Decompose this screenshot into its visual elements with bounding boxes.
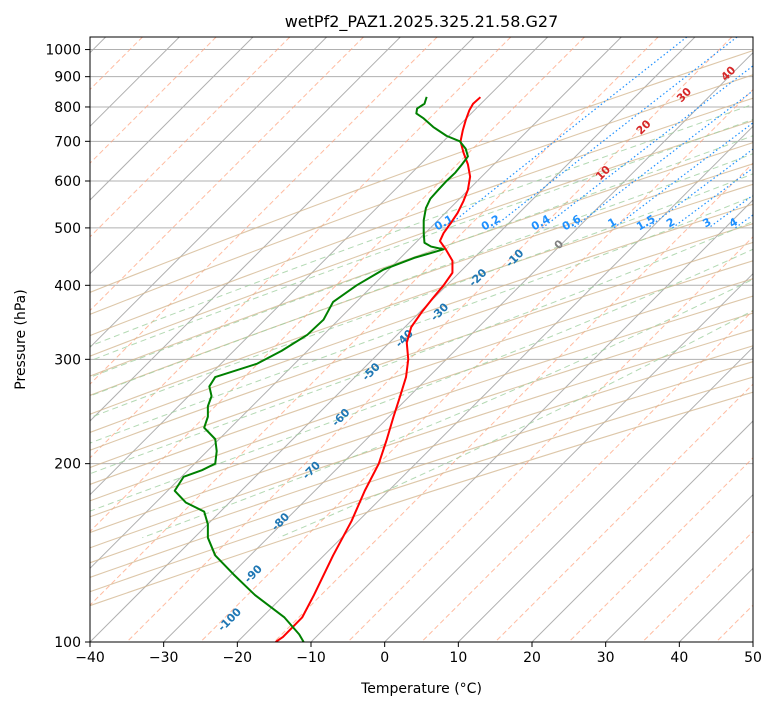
y-tick-label: 200 (54, 457, 81, 473)
x-tick-label: 0 (380, 650, 389, 666)
y-tick-label: 900 (54, 70, 81, 86)
isotherm-gridline (753, 37, 775, 642)
x-tick-label: −40 (75, 650, 105, 666)
isotherm-dashed (0, 37, 69, 642)
y-tick-label: 500 (54, 221, 81, 237)
x-tick-label: −20 (223, 650, 253, 666)
x-tick-label: 10 (449, 650, 467, 666)
y-tick-label: 300 (54, 352, 81, 368)
y-tick-label: 700 (54, 134, 81, 150)
x-tick-label: 30 (597, 650, 615, 666)
x-axis-label: Temperature (°C) (360, 681, 482, 697)
mixing-ratio-label: 6 (766, 215, 775, 230)
y-axis-label: Pressure (hPa) (13, 289, 29, 389)
y-tick-label: 600 (54, 174, 81, 190)
y-tick-label: 100 (54, 635, 81, 651)
y-tick-label: 800 (54, 100, 81, 116)
y-tick-label: 400 (54, 278, 81, 294)
chart-title: wetPf2_PAZ1.2025.325.21.58.G27 (285, 12, 559, 32)
x-tick-label: −10 (296, 650, 326, 666)
x-tick-label: 40 (670, 650, 688, 666)
x-tick-label: 50 (744, 650, 762, 666)
y-tick-label: 1000 (45, 43, 81, 59)
x-tick-label: −30 (149, 650, 179, 666)
x-tick-label: 20 (523, 650, 541, 666)
